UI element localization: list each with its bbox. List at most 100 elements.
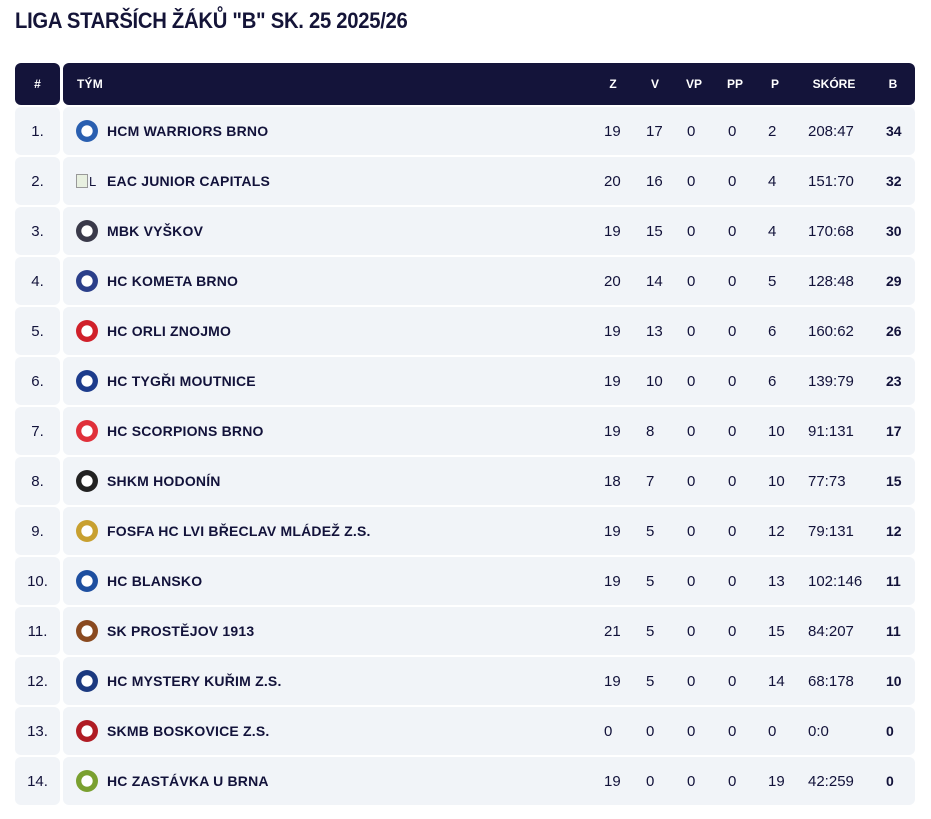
rank: 5.	[15, 307, 60, 355]
team-logo-icon	[76, 120, 98, 142]
team-name[interactable]: HC ORLI ZNOJMO	[107, 323, 232, 339]
header-vp: VP	[685, 77, 702, 91]
cell-vp: 0	[687, 572, 696, 590]
cell-score: 91:131	[808, 422, 854, 440]
team-logo-icon	[76, 220, 98, 242]
team-logo-icon	[76, 770, 98, 792]
team-name[interactable]: SHKM HODONÍN	[107, 473, 221, 489]
team-name[interactable]: SK PROSTĚJOV 1913	[107, 623, 255, 639]
cell-pp: 0	[728, 372, 737, 390]
cell-v: 5	[646, 522, 655, 540]
team-name[interactable]: HC KOMETA BRNO	[107, 273, 239, 289]
cell-score: 42:259	[808, 772, 854, 790]
team-name[interactable]: FOSFA HC LVI BŘECLAV MLÁDEŽ Z.S.	[107, 523, 371, 539]
header-rank: #	[15, 63, 60, 105]
cell-pp: 0	[728, 322, 737, 340]
table-header: # TÝM Z V VP PP P SKÓRE B	[15, 63, 915, 105]
rank: 7.	[15, 407, 60, 455]
team-name[interactable]: SKMB BOSKOVICE Z.S.	[107, 723, 270, 739]
table-row[interactable]: 5. HC ORLI ZNOJMO 19 13 0 0 6 160:62 26	[15, 307, 915, 355]
rank: 12.	[15, 657, 60, 705]
team-logo-icon	[76, 270, 98, 292]
team-name[interactable]: HC SCORPIONS BRNO	[107, 423, 264, 439]
cell-pp: 0	[728, 722, 737, 740]
cell-v: 0	[646, 722, 655, 740]
cell-vp: 0	[687, 322, 696, 340]
cell-v: 15	[646, 222, 663, 240]
table-row[interactable]: 14. HC ZASTÁVKA U BRNA 19 0 0 0 19 42:259 0	[15, 757, 915, 805]
cell-p: 4	[768, 222, 777, 240]
team-logo-icon	[76, 620, 98, 642]
team-logo-icon	[76, 370, 98, 392]
cell-p: 15	[768, 622, 785, 640]
table-row[interactable]: 7. HC SCORPIONS BRNO 19 8 0 0 10 91:131 17	[15, 407, 915, 455]
cell-v: 8	[646, 422, 655, 440]
cell-vp: 0	[687, 622, 696, 640]
cell-z: 19	[604, 222, 621, 240]
cell-pp: 0	[728, 422, 737, 440]
cell-b: 32	[886, 173, 902, 189]
cell-z: 20	[604, 272, 621, 290]
cell-z: 19	[604, 422, 621, 440]
table-row[interactable]: 11. SK PROSTĚJOV 1913 21 5 0 0 15 84:207 11	[15, 607, 915, 655]
cell-b: 23	[886, 373, 902, 389]
table-row[interactable]: 3. MBK VYŠKOV 19 15 0 0 4 170:68 30	[15, 207, 915, 255]
cell-z: 19	[604, 322, 621, 340]
rank: 11.	[15, 607, 60, 655]
cell-p: 6	[768, 372, 777, 390]
table-row[interactable]: 6. HC TYGŘI MOUTNICE 19 10 0 0 6 139:79 23	[15, 357, 915, 405]
cell-z: 18	[604, 472, 621, 490]
team-name[interactable]: EAC JUNIOR CAPITALS	[107, 173, 270, 189]
rank: 3.	[15, 207, 60, 255]
cell-vp: 0	[687, 472, 696, 490]
rank: 8.	[15, 457, 60, 505]
table-row[interactable]: 10. HC BLANSKO 19 5 0 0 13 102:146 11	[15, 557, 915, 605]
table-row[interactable]: 1. HCM WARRIORS BRNO 19 17 0 0 2 208:47 34	[15, 107, 915, 155]
cell-z: 19	[604, 672, 621, 690]
table-row[interactable]: 13. SKMB BOSKOVICE Z.S. 0 0 0 0 0 0:0 0	[15, 707, 915, 755]
cell-score: 128:48	[808, 272, 854, 290]
table-row[interactable]: 2. L EAC JUNIOR CAPITALS 20 16 0 0 4 151:70 32	[15, 157, 915, 205]
cell-b: 0	[886, 723, 894, 739]
team-name[interactable]: HC MYSTERY KUŘIM Z.S.	[107, 673, 282, 689]
rank: 1.	[15, 107, 60, 155]
cell-vp: 0	[687, 422, 696, 440]
team-name[interactable]: HC TYGŘI MOUTNICE	[107, 373, 256, 389]
cell-p: 10	[768, 472, 785, 490]
team-name[interactable]: HC ZASTÁVKA U BRNA	[107, 773, 269, 789]
rank: 4.	[15, 257, 60, 305]
cell-z: 19	[604, 122, 621, 140]
team-name[interactable]: MBK VYŠKOV	[107, 223, 204, 239]
cell-v: 13	[646, 322, 663, 340]
cell-pp: 0	[728, 522, 737, 540]
header-z: Z	[609, 77, 617, 91]
cell-vp: 0	[687, 722, 696, 740]
cell-z: 0	[604, 722, 613, 740]
table-row[interactable]: 12. HC MYSTERY KUŘIM Z.S. 19 5 0 0 14 68:178 10	[15, 657, 915, 705]
cell-b: 10	[886, 673, 902, 689]
cell-b: 11	[886, 623, 901, 639]
team-logo-icon	[76, 420, 98, 442]
team-name[interactable]: HCM WARRIORS BRNO	[107, 123, 269, 139]
cell-v: 17	[646, 122, 663, 140]
header-b: B	[888, 77, 898, 91]
cell-score: 139:79	[808, 372, 854, 390]
team-name[interactable]: HC BLANSKO	[107, 573, 203, 589]
cell-pp: 0	[728, 572, 737, 590]
cell-z: 19	[604, 772, 621, 790]
table-row[interactable]: 4. HC KOMETA BRNO 20 14 0 0 5 128:48 29	[15, 257, 915, 305]
cell-p: 14	[768, 672, 785, 690]
table-row[interactable]: 9. FOSFA HC LVI BŘECLAV MLÁDEŽ Z.S. 19 5 0 0…	[15, 507, 915, 555]
cell-pp: 0	[728, 622, 737, 640]
cell-p: 2	[768, 122, 777, 140]
cell-pp: 0	[728, 122, 737, 140]
cell-v: 16	[646, 172, 663, 190]
cell-score: 77:73	[808, 472, 846, 490]
cell-pp: 0	[728, 272, 737, 290]
cell-z: 21	[604, 622, 621, 640]
header-score: SKÓRE	[812, 77, 856, 91]
team-logo-icon	[76, 320, 98, 342]
cell-z: 19	[604, 572, 621, 590]
table-row[interactable]: 8. SHKM HODONÍN 18 7 0 0 10 77:73 15	[15, 457, 915, 505]
cell-z: 19	[604, 522, 621, 540]
